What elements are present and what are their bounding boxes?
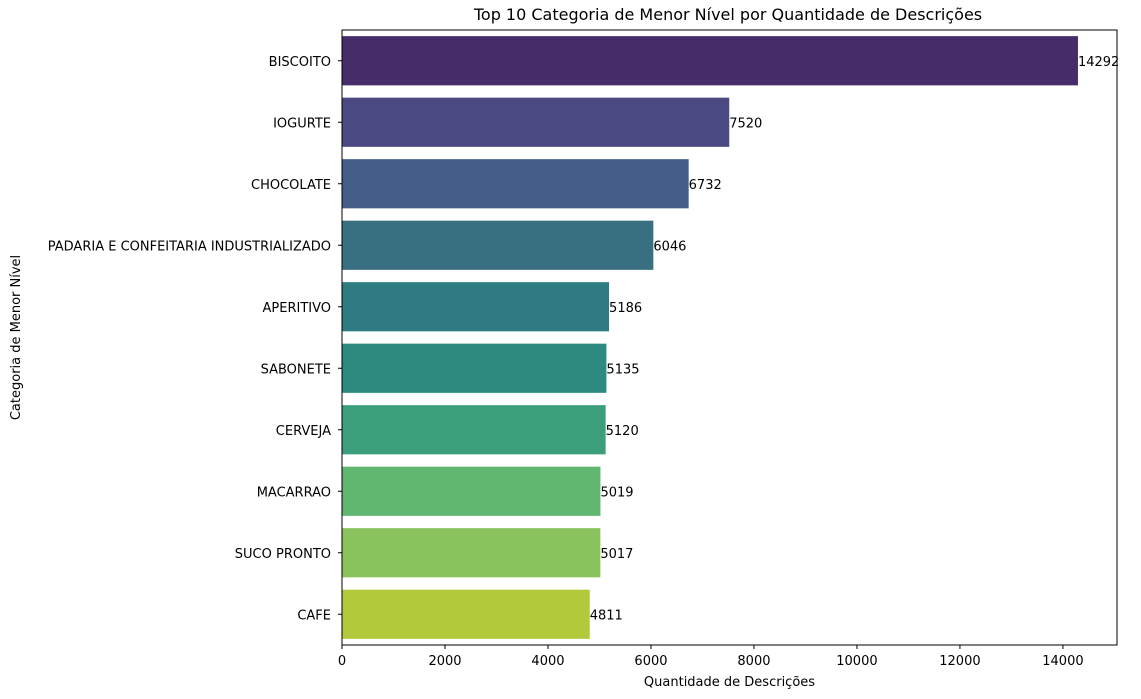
bar-macarrao (342, 466, 601, 516)
bar-iogurte (342, 97, 730, 147)
x-tick-label: 6000 (634, 654, 667, 669)
data-labels-layer: 14292 7520 6732 6046 5186 5135 5120 5019 5017 481… (590, 55, 1120, 624)
y-tick-label: CHOCOLATE (251, 178, 331, 193)
x-tick-label: 8000 (737, 654, 770, 669)
x-tick-label: 2000 (428, 654, 461, 669)
data-label: 5019 (600, 485, 633, 500)
plot-area-frame (341, 29, 1118, 646)
chart-title: Top 10 Categoria de Menor Nível por Quan… (473, 5, 982, 24)
y-tick-label: BISCOITO (269, 55, 331, 70)
y-tick-label: IOGURTE (273, 116, 331, 131)
bar-padaria-e-confeitaria-industrializado (342, 220, 654, 270)
data-label: 4811 (590, 608, 623, 623)
bar-aperitivo (342, 282, 610, 332)
bar-suco-pronto (342, 528, 601, 578)
bar-biscoito (342, 36, 1078, 86)
data-label: 14292 (1078, 55, 1119, 70)
y-tick-label: PADARIA E CONFEITARIA INDUSTRIALIZADO (48, 239, 331, 254)
y-tick-label: SUCO PRONTO (235, 547, 331, 562)
y-axis-ticks: BISCOITO IOGURTE CHOCOLATE PADARIA E CONFEI… (48, 55, 342, 623)
data-label: 5017 (600, 547, 633, 562)
x-axis-title: Quantidade de Descrições (644, 675, 815, 690)
data-label: 6732 (689, 178, 722, 193)
data-label: 7520 (729, 116, 762, 131)
bar-chocolate (342, 159, 689, 209)
x-tick-label: 0 (338, 654, 346, 669)
y-tick-label: SABONETE (261, 362, 331, 377)
data-label: 5120 (606, 424, 639, 439)
y-tick-label: CAFE (297, 608, 331, 623)
data-label: 6046 (653, 239, 686, 254)
x-axis-ticks: 0 2000 4000 6000 8000 10000 12000 14000 (338, 645, 1084, 669)
y-tick-label: CERVEJA (276, 424, 331, 439)
data-label: 5186 (609, 301, 642, 316)
y-axis-title: Categoria de Menor Nível (9, 255, 24, 420)
bar-cafe (342, 589, 590, 639)
y-tick-label: MACARRAO (257, 485, 331, 500)
bars-layer (342, 36, 1078, 639)
x-tick-label: 10000 (836, 654, 877, 669)
x-tick-label: 12000 (939, 654, 980, 669)
y-tick-label: APERITIVO (263, 301, 332, 316)
bar-cerveja (342, 405, 606, 455)
x-tick-label: 14000 (1042, 654, 1083, 669)
data-label: 5135 (606, 362, 639, 377)
bar-sabonete (342, 343, 607, 393)
x-tick-label: 4000 (531, 654, 564, 669)
